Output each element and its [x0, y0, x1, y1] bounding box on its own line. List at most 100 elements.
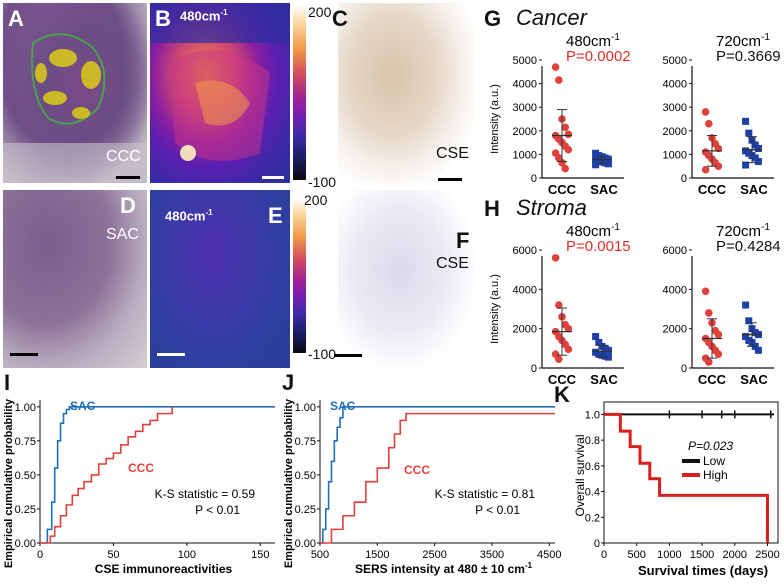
x-category-label: SAC [740, 182, 768, 197]
panel-i-letter: I [4, 370, 11, 395]
x-category-label: CCC [698, 182, 727, 197]
y-tick-label: 0 [681, 173, 687, 185]
data-point-sac [754, 346, 762, 354]
km-pvalue: P=0.023 [688, 439, 733, 453]
x-tick-label: 500 [628, 549, 646, 561]
panel-e-wavenumber-sup: -1 [205, 208, 213, 217]
data-point-sac [604, 353, 612, 361]
panel-k-letter: K [554, 382, 570, 407]
km-line-high [604, 412, 769, 543]
panel-a-scalebar [116, 176, 140, 179]
x-tick-label: 0 [37, 549, 43, 561]
panel-b-texture [150, 3, 290, 162]
data-point-ccc [705, 358, 713, 366]
panel-j-letter: J [282, 370, 295, 395]
panel-f-letter: F [456, 228, 470, 253]
data-point-ccc [705, 309, 713, 317]
ecdf-line-ccc [40, 406, 173, 544]
data-point-ccc [714, 162, 723, 170]
data-point-sac [592, 161, 600, 169]
panel-c-letter: C [332, 6, 348, 31]
data-point-sac [751, 154, 759, 162]
y-tick-label: 0 [681, 363, 687, 375]
panel-f-ihc-image [338, 190, 474, 368]
x-tick-label: 3500 [480, 549, 504, 561]
panel-d-label: SAC [106, 226, 139, 243]
data-point-sac [754, 145, 762, 152]
panel-d-letter: D [120, 193, 136, 218]
y-tick-label: 2000 [663, 324, 687, 336]
legend-label-high: High [703, 468, 728, 482]
data-point-ccc [558, 158, 566, 167]
data-point-ccc [701, 108, 710, 116]
data-point-ccc [564, 145, 573, 154]
chart-title: 480cm-1 [566, 222, 620, 240]
y-tick-label: 1000 [513, 149, 537, 161]
p-value: P=0.3669 [716, 48, 781, 65]
y-tick-label: 1.00 [15, 402, 36, 414]
y-tick-label: 0.2 [585, 512, 600, 524]
data-point-ccc [555, 301, 563, 309]
data-point-sac [751, 141, 759, 149]
panel-f-scalebar [334, 354, 362, 357]
series-label-ccc: CCC [404, 463, 430, 477]
series-label-sac: SAC [70, 399, 96, 413]
y-tick-label: 0.25 [295, 504, 316, 516]
panel-b-scalebar [262, 176, 284, 179]
data-point-ccc [555, 76, 563, 84]
x-category-label: CCC [698, 372, 727, 387]
chart-j: 0.00 0.25 0.50 0.75 1.00 500 1500 2500 3500 4500 S… [283, 398, 562, 576]
x-tick-label: 2500 [755, 549, 779, 561]
y-tick-label: 0.75 [15, 436, 36, 448]
data-point-ccc [701, 165, 710, 174]
panel-e-wavenumber: 480cm-1 [165, 208, 213, 223]
y-tick-label: 6000 [663, 245, 687, 257]
p-value: P=0.0015 [566, 238, 631, 255]
panel-e-cb-max: 200 [304, 192, 328, 208]
y-tick-label: 0.25 [15, 504, 36, 516]
y-tick-label: 0.00 [295, 538, 316, 550]
chart-title: 720cm-1 [716, 32, 770, 50]
panel-e-cb-min: -100 [308, 346, 337, 362]
y-axis-label: Overall survival [573, 434, 587, 516]
y-tick-label: 4000 [663, 79, 687, 91]
x-tick-label: 1500 [690, 549, 714, 561]
y-tick-label: 0.4 [585, 487, 600, 499]
panel-b-wavenumber-text: 480cm [180, 8, 221, 24]
panel-a-letter: A [8, 6, 24, 31]
chart-title: 480cm-1 [566, 32, 620, 50]
panel-c-ihc-image [338, 3, 474, 183]
y-axis-label: Intensity (a.u.) [489, 84, 501, 154]
x-category-label: SAC [740, 372, 768, 387]
x-tick-label: 100 [178, 549, 196, 561]
y-tick-label: 0.00 [15, 538, 36, 550]
data-point-ccc [564, 324, 573, 333]
panel-e-sers-map [150, 190, 290, 368]
panel-h-letter: H [484, 196, 500, 221]
panel-b-cb-min: -100 [308, 174, 337, 190]
chart-k: 0 0.2 0.4 0.6 0.8 1.0 0 500 1000 1500 2000 2500 Surv… [573, 401, 780, 578]
data-point-sac [745, 317, 753, 325]
y-axis-label: Empirical cumulative probability [283, 398, 295, 568]
data-point-ccc [564, 130, 573, 139]
panel-b-colorbar [293, 5, 306, 180]
panel-f-label: CSE [436, 255, 469, 272]
x-axis-label: CSE immunoreactivities [95, 562, 233, 576]
panel-e-colorbar [293, 198, 306, 353]
panel-d-he-image [3, 190, 147, 368]
data-point-ccc [714, 330, 723, 339]
x-tick-label: 1000 [657, 549, 681, 561]
series-label-sac: SAC [330, 399, 356, 413]
chart-g2: 720cm-1P=0.3669 0 1000 2000 3000 4000 5000 CCC S… [663, 32, 781, 197]
y-axis-label: Empirical cumulative probability [3, 398, 15, 568]
x-category-label: SAC [590, 372, 618, 387]
legend-label-low: Low [703, 454, 725, 468]
panel-c-label: CSE [436, 145, 469, 162]
y-tick-label: 1.00 [295, 402, 316, 414]
y-tick-label: 2000 [513, 126, 537, 138]
x-category-label: SAC [590, 182, 618, 197]
y-tick-label: 0.6 [585, 461, 600, 473]
data-point-ccc [705, 119, 713, 128]
x-tick-label: 1500 [365, 549, 389, 561]
